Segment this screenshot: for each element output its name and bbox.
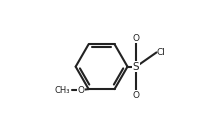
Text: CH₃: CH₃ — [55, 86, 70, 95]
Text: S: S — [133, 62, 139, 72]
Text: Cl: Cl — [157, 48, 166, 57]
Text: O: O — [133, 34, 140, 43]
Text: O: O — [77, 86, 84, 95]
Text: O: O — [133, 91, 140, 100]
